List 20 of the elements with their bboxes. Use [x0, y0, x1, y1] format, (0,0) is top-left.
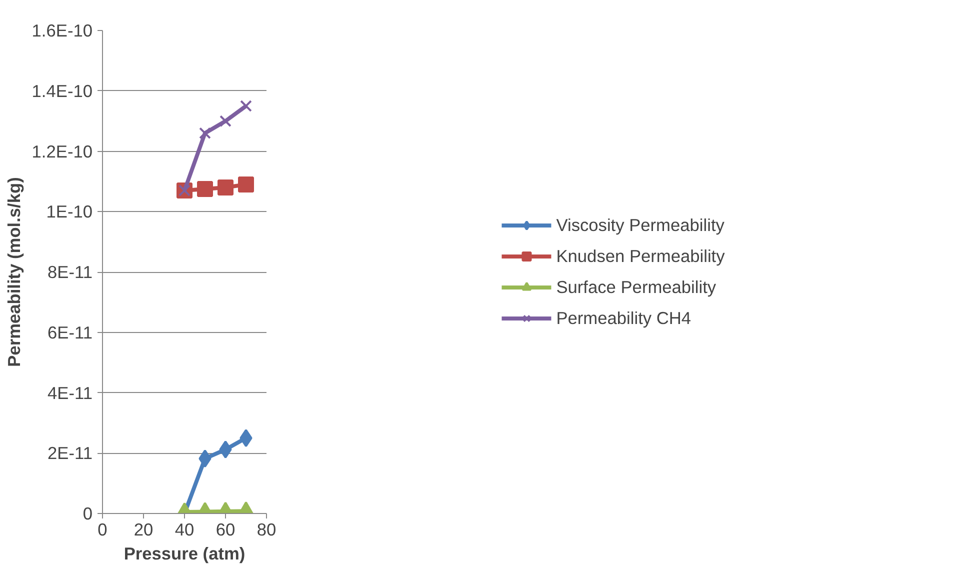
y-tick-label: 0 — [82, 504, 93, 524]
y-tick-label: 4E-11 — [48, 382, 93, 403]
y-tick-label: 1.4E-10 — [32, 80, 93, 101]
y-tick-label: 1E-10 — [46, 202, 93, 222]
legend-label: Permeability CH4 — [556, 308, 692, 328]
x-tick-label: 20 — [134, 520, 154, 540]
y-tick-label: 2E-11 — [48, 443, 93, 464]
x-tick-label: 80 — [256, 520, 276, 540]
x-tick-label: 40 — [174, 520, 194, 540]
legend-label: Surface Permeability — [556, 276, 716, 298]
legend-label: Viscosity Permeability — [556, 214, 724, 236]
y-tick-label: 1.6E-10 — [32, 20, 93, 40]
y-tick-label: 6E-11 — [48, 322, 93, 342]
y-tick-label: 8E-11 — [48, 262, 93, 282]
x-tick-label: 0 — [98, 520, 108, 540]
y-tick-label: 1.2E-10 — [32, 141, 93, 162]
legend-label: Knudsen Permeability — [556, 246, 725, 266]
y-axis-title: Permeability (mol.s/kg) — [4, 177, 24, 367]
x-axis-title: Pressure (atm) — [124, 544, 246, 564]
x-tick-label: 60 — [216, 520, 236, 540]
